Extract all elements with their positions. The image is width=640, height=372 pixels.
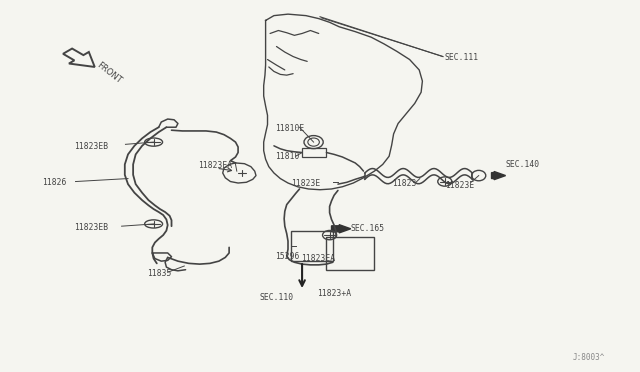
Text: 11823EB: 11823EB <box>74 223 108 232</box>
Text: 11823+A: 11823+A <box>317 289 351 298</box>
Text: 11823EA: 11823EA <box>198 161 232 170</box>
Text: 15296: 15296 <box>275 252 300 261</box>
Text: SEC.111: SEC.111 <box>445 53 479 62</box>
Bar <box>326 237 374 270</box>
FancyArrow shape <box>492 171 506 180</box>
Text: SEC.110: SEC.110 <box>259 293 293 302</box>
Text: 11823: 11823 <box>392 179 416 187</box>
Text: 11826: 11826 <box>42 178 66 187</box>
Text: 11823E: 11823E <box>445 181 474 190</box>
Text: J:8003^: J:8003^ <box>573 353 605 362</box>
Text: SEC.165: SEC.165 <box>351 224 385 233</box>
Text: 11810: 11810 <box>275 153 300 161</box>
Text: 11823EA: 11823EA <box>301 254 335 263</box>
FancyArrow shape <box>332 225 351 233</box>
Text: 11835: 11835 <box>147 269 172 278</box>
Text: 11823E: 11823E <box>291 179 321 187</box>
Text: FRONT: FRONT <box>95 61 123 86</box>
Text: 11823EB: 11823EB <box>74 142 108 151</box>
Bar <box>291 231 333 261</box>
Bar <box>302 148 326 157</box>
Text: SEC.140: SEC.140 <box>506 160 540 169</box>
Text: 11810E: 11810E <box>275 124 305 133</box>
